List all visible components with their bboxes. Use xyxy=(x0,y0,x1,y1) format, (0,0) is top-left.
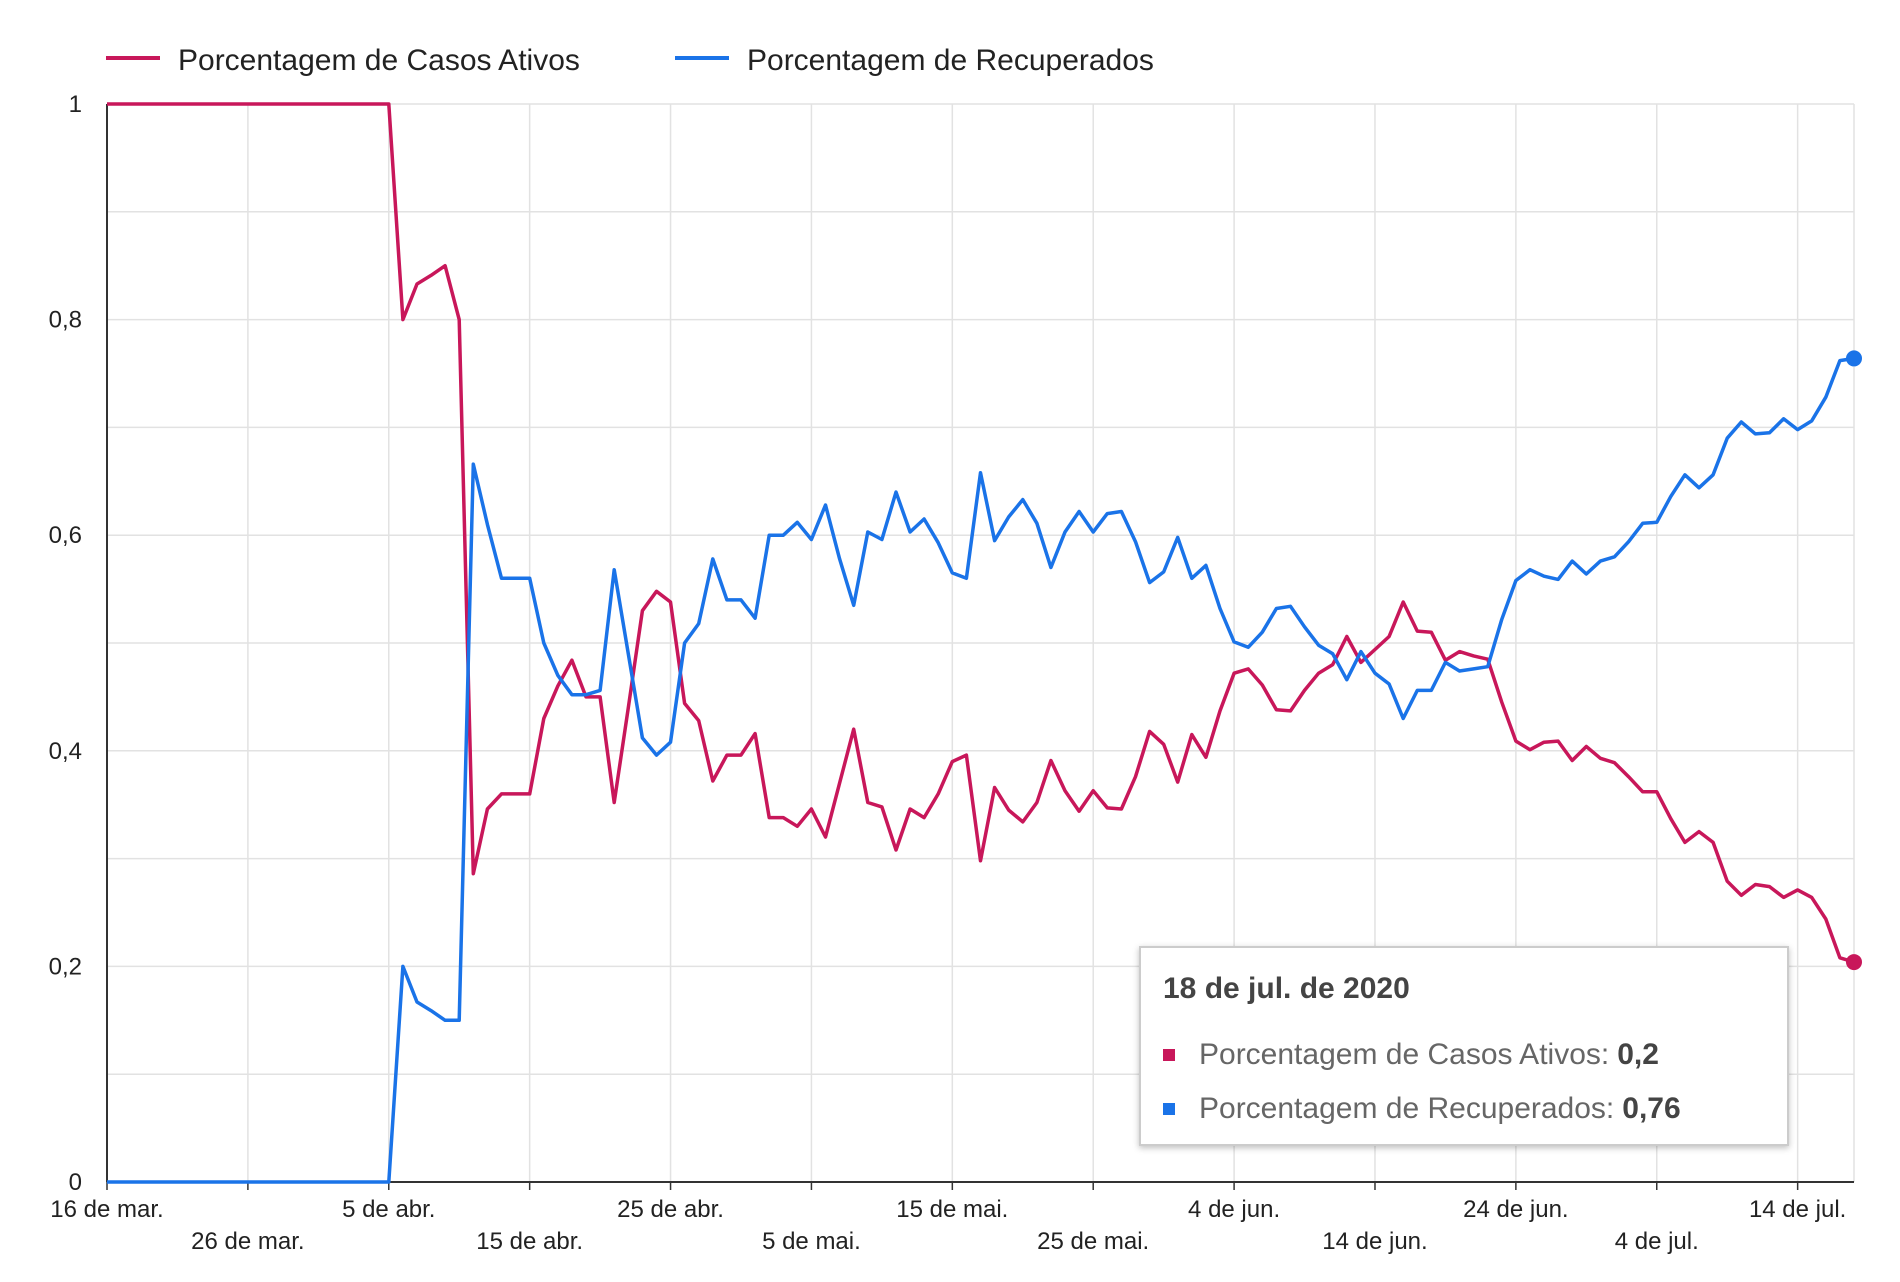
legend-active-label: Porcentagem de Casos Ativos xyxy=(178,44,580,77)
tooltip: 18 de jul. de 2020 Porcentagem de Casos … xyxy=(1139,946,1789,1146)
y-tick-label: 0,2 xyxy=(49,953,82,980)
series-lines xyxy=(107,102,1862,1184)
y-tick-label: 0,6 xyxy=(49,522,82,549)
x-tick-label: 5 de abr. xyxy=(342,1196,435,1223)
tooltip-title: 18 de jul. de 2020 xyxy=(1163,972,1410,1005)
tooltip-recovered-value: 0,76 xyxy=(1622,1092,1681,1125)
recovered-swatch-icon xyxy=(1163,1103,1175,1115)
x-tick-label: 25 de abr. xyxy=(617,1196,724,1223)
recovered-endpoint xyxy=(1846,350,1862,367)
x-tick-label: 25 de mai. xyxy=(1037,1228,1149,1255)
active-cases-line xyxy=(107,102,1855,964)
y-tick-label: 1 xyxy=(69,91,82,118)
x-tick-label: 16 de mar. xyxy=(50,1196,163,1223)
tooltip-active-label: Porcentagem de Casos Ativos: xyxy=(1199,1038,1610,1071)
legend-recovered-label: Porcentagem de Recuperados xyxy=(747,44,1154,77)
y-tick-label: 0,4 xyxy=(49,738,82,765)
x-tick-label: 15 de mai. xyxy=(896,1196,1008,1223)
x-tick-label: 4 de jun. xyxy=(1188,1196,1280,1223)
recovered-line xyxy=(107,356,1855,1184)
axes: 16 de mar. 26 de mar. 5 de abr. 15 de abr. 2… xyxy=(49,91,1854,1255)
active-swatch-icon xyxy=(1163,1049,1175,1061)
y-tick-label: 0,8 xyxy=(49,307,82,334)
x-tick-label: 15 de abr. xyxy=(476,1228,583,1255)
tooltip-recovered-label: Porcentagem de Recuperados: xyxy=(1199,1092,1615,1125)
x-tick-label: 14 de jul. xyxy=(1749,1196,1846,1223)
x-tick-label: 4 de jul. xyxy=(1615,1228,1699,1255)
active-cases-endpoint xyxy=(1846,954,1862,971)
y-tick-label: 0 xyxy=(69,1169,82,1196)
legend: Porcentagem de Casos Ativos Porcentagem d… xyxy=(106,44,1154,77)
x-tick-label: 24 de jun. xyxy=(1463,1196,1568,1223)
x-tick-label: 5 de mai. xyxy=(762,1228,861,1255)
tooltip-row-recovered: Porcentagem de Recuperados: 0,76 xyxy=(1163,1082,1765,1136)
x-tick-label: 26 de mar. xyxy=(191,1228,304,1255)
tooltip-row-active: Porcentagem de Casos Ativos: 0,2 xyxy=(1163,1028,1765,1082)
x-tick-label: 14 de jun. xyxy=(1322,1228,1427,1255)
tooltip-active-value: 0,2 xyxy=(1617,1038,1659,1071)
